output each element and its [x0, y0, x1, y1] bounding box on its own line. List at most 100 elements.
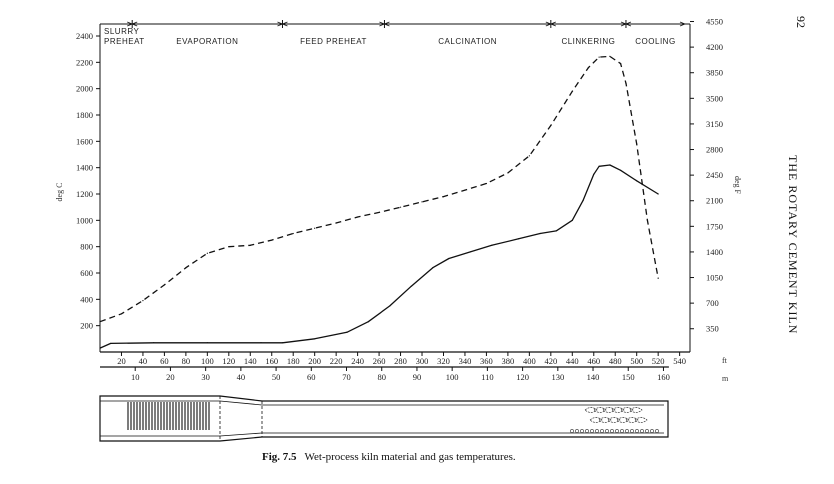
clinker-mark [570, 429, 574, 433]
x-ft-tick-label: 240 [351, 356, 364, 366]
x-ft-tick-label: 200 [308, 356, 321, 366]
x-ft-tick-label: 40 [139, 356, 148, 366]
y-tick-label: 1200 [76, 189, 93, 199]
x-ft-tick-label: 540 [673, 356, 686, 366]
y2-tick-label: 3150 [706, 119, 723, 129]
zone-arrow [281, 21, 288, 27]
y2-tick-label: 4550 [706, 17, 723, 27]
kiln-lining-bottom [100, 432, 664, 437]
flame-mark [629, 407, 643, 413]
data-point [619, 169, 622, 171]
y-axis-right: 350 700 1050 1400 1750 2100 2450 2800 3150 3500 38… [690, 17, 723, 334]
y2-tick-label: 4200 [706, 42, 723, 52]
zone-arrow [679, 21, 687, 27]
kiln-outline [99, 395, 669, 442]
zone-arrow [131, 21, 138, 27]
data-point [206, 342, 208, 344]
data-point [260, 342, 262, 344]
y-tick-label: 800 [80, 242, 93, 252]
x-m-tick-label: 90 [413, 372, 422, 382]
data-point [389, 305, 391, 307]
data-point [292, 232, 294, 235]
x-ft-tick-label: 480 [609, 356, 622, 366]
data-point [464, 189, 466, 191]
zone-label: FEED PREHEAT [300, 37, 367, 46]
flame-mark [602, 407, 616, 413]
data-point [399, 206, 402, 208]
y-tick-label: 2400 [76, 31, 93, 41]
data-point [555, 230, 557, 232]
x-ft-tick-label: 140 [244, 356, 257, 366]
data-point [163, 284, 166, 286]
y-tick-label: 2200 [76, 57, 93, 67]
x-ft-tick-label: 20 [117, 356, 126, 366]
x-ft-tick-label: 180 [287, 356, 300, 366]
data-point [657, 277, 659, 279]
data-point [346, 331, 348, 333]
data-point [142, 300, 144, 302]
x-m-tick-label: 40 [237, 372, 246, 382]
x-axis-ft: 20 40 60 80 100 120 140 160 180 200 220 240 260 280 30… [117, 352, 686, 366]
data-point [528, 155, 530, 157]
x-ft-tick-label: 100 [201, 356, 214, 366]
y-tick-label: 1000 [76, 215, 93, 225]
data-point [485, 182, 488, 185]
data-point [367, 321, 369, 323]
x-ft-tick-label: 260 [373, 356, 386, 366]
flame-mark [607, 417, 621, 423]
x-m-tick-label: 130 [551, 372, 564, 382]
data-point [491, 244, 493, 246]
y2-tick-label: 1750 [706, 221, 723, 231]
figure-caption-label: Fig. 7.5 [262, 451, 297, 463]
clinker-mark [630, 429, 634, 433]
y2-tick-label: 350 [706, 324, 719, 334]
x-m-tick-label: 110 [481, 372, 493, 382]
zone-label: CALCINATION [438, 37, 497, 46]
data-point [587, 67, 589, 69]
figure-caption-text: Wet-process kiln material and gas temper… [304, 451, 516, 463]
data-point [619, 63, 622, 65]
data-point [206, 252, 208, 254]
zone-label: EVAPORATION [176, 37, 238, 46]
flame-mark [593, 407, 607, 413]
flame-mark [620, 407, 634, 413]
data-point [636, 180, 638, 182]
data-point [598, 165, 600, 167]
y-tick-label: 600 [80, 268, 93, 278]
x-m-tick-label: 150 [622, 372, 635, 382]
clinker-mark [625, 429, 629, 433]
data-point [646, 219, 649, 221]
y-axis-right-label: deg F [733, 176, 742, 195]
data-point [571, 219, 573, 221]
data-point [593, 173, 595, 175]
y2-tick-label: 1050 [706, 273, 723, 283]
data-point [357, 216, 359, 218]
y2-tick-label: 1400 [706, 247, 723, 257]
clinker-mark [590, 429, 594, 433]
flame-mark [589, 417, 603, 423]
data-point [625, 82, 627, 84]
data-point [598, 56, 600, 58]
x-m-tick-label: 60 [307, 372, 316, 382]
data-point [432, 267, 434, 269]
data-point [421, 201, 423, 203]
x-ft-tick-label: 520 [652, 356, 665, 366]
y-tick-label: 1800 [76, 110, 93, 120]
flame-mark [634, 417, 648, 423]
data-point [442, 196, 445, 198]
clinker-mark [585, 429, 589, 433]
data-point [99, 321, 101, 323]
x-ft-tick-label: 220 [330, 356, 343, 366]
x-m-tick-label: 20 [166, 372, 175, 382]
clinker-mark [595, 429, 599, 433]
flame-mark [611, 407, 625, 413]
data-point [539, 232, 541, 235]
data-point [636, 143, 638, 145]
zone-arrow [549, 21, 556, 27]
clinker-mark [605, 429, 609, 433]
x-ft-tick-label: 400 [523, 356, 536, 366]
x-m-tick-label: 160 [657, 372, 670, 382]
x-ft-tick-label: 320 [437, 356, 450, 366]
